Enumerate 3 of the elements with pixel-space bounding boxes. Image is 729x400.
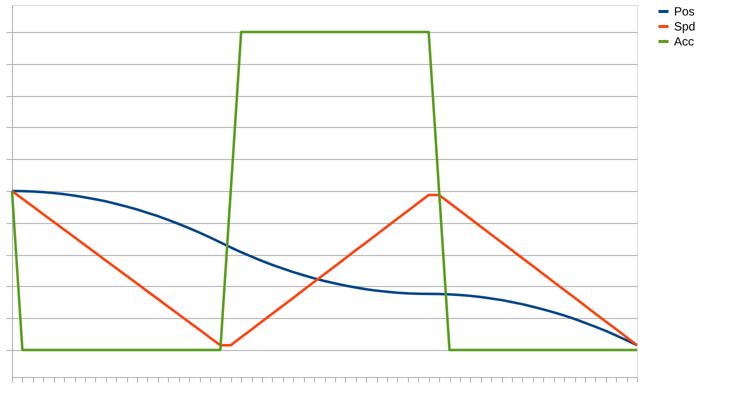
legend-label: Acc <box>674 34 694 48</box>
legend-label: Pos <box>674 4 695 18</box>
legend-label: Spd <box>674 20 696 34</box>
